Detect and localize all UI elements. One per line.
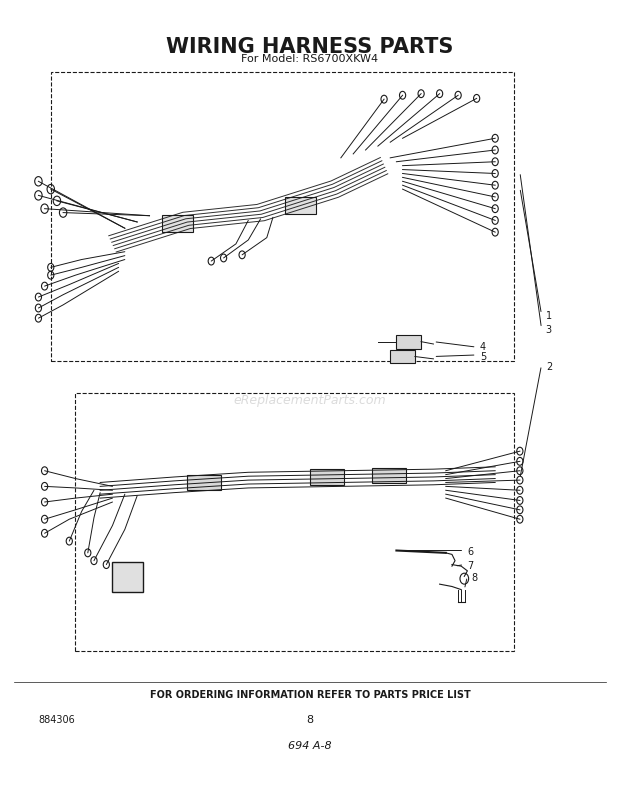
- Text: eReplacementParts.com: eReplacementParts.com: [234, 394, 386, 407]
- Text: 2: 2: [546, 362, 552, 371]
- Text: 694 A-8: 694 A-8: [288, 740, 332, 750]
- Text: 884306: 884306: [38, 715, 75, 725]
- Bar: [285, 197, 316, 214]
- Text: 3: 3: [546, 325, 552, 335]
- Text: 5: 5: [480, 352, 486, 362]
- Text: 1: 1: [546, 311, 552, 321]
- Bar: [390, 350, 415, 363]
- Text: 7: 7: [467, 561, 474, 571]
- Bar: [51, 71, 514, 361]
- Text: 8: 8: [472, 573, 478, 583]
- Bar: [310, 469, 344, 485]
- Text: 8: 8: [306, 715, 314, 725]
- Bar: [396, 334, 421, 349]
- Text: 6: 6: [467, 547, 474, 557]
- Text: For Model: RS6700XKW4: For Model: RS6700XKW4: [241, 54, 379, 64]
- Bar: [372, 468, 405, 484]
- Bar: [112, 562, 143, 592]
- Text: WIRING HARNESS PARTS: WIRING HARNESS PARTS: [166, 37, 454, 57]
- Bar: [76, 392, 514, 651]
- Bar: [187, 475, 221, 491]
- Bar: [162, 215, 193, 232]
- Text: 4: 4: [480, 342, 486, 352]
- Text: FOR ORDERING INFORMATION REFER TO PARTS PRICE LIST: FOR ORDERING INFORMATION REFER TO PARTS …: [149, 690, 471, 699]
